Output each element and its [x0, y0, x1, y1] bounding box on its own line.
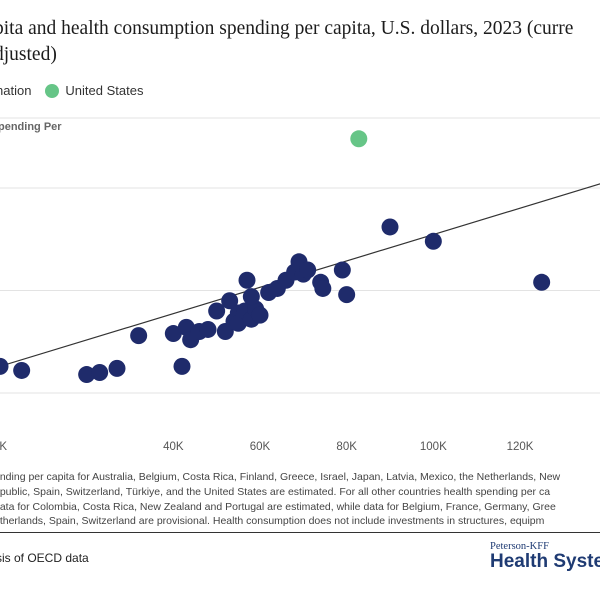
nation-data-point — [333, 261, 351, 279]
nation-data-point — [533, 273, 551, 291]
x-tick-label: 100K — [420, 441, 447, 453]
legend-label-nation: nation — [0, 83, 32, 98]
x-tick-label: 60K — [250, 441, 271, 453]
y-axis-label: pending Per — [0, 121, 62, 133]
nation-data-point — [251, 306, 269, 324]
legend: nation United States — [0, 83, 143, 98]
nation-data-point — [199, 320, 217, 338]
nation-data-point — [242, 288, 260, 306]
chart-title-line-2: djusted) — [0, 44, 57, 65]
nation-data-point — [314, 279, 332, 297]
note-line-4: etherlands, Spain, Switzerland are provi… — [0, 515, 545, 528]
note-line-2: epublic, Spain, Switzerland, Türkiye, an… — [0, 485, 551, 498]
x-tick-label: 120K — [507, 441, 534, 453]
x-tick-label: 0K — [0, 441, 7, 453]
x-tick-label: 40K — [163, 441, 184, 453]
source-text: sis of OECD data — [0, 551, 89, 565]
nation-data-point — [173, 357, 191, 375]
nation-data-point — [0, 357, 9, 375]
note-line-3: data for Colombia, Costa Rica, New Zeala… — [0, 500, 556, 513]
nation-data-point — [91, 364, 109, 381]
nation-data-point — [164, 325, 182, 343]
chart-area: pending Per 0K 40K 60K 80K 100K 120K — [0, 110, 600, 460]
legend-label-united-states: United States — [65, 83, 144, 98]
note-line-1: ending per capita for Australia, Belgium… — [0, 471, 561, 483]
nation-data-point — [108, 359, 126, 377]
nation-data-point — [238, 271, 256, 289]
nation-data-point — [130, 327, 148, 345]
footer-divider — [0, 532, 600, 533]
nation-data-point — [221, 292, 239, 310]
legend-swatch-united-states — [45, 83, 60, 98]
us-data-point — [350, 130, 368, 148]
x-tick-label: 80K — [336, 441, 357, 453]
nation-data-point — [424, 232, 442, 250]
nation-data-point — [381, 218, 399, 236]
chart-title-line-1: pita and health consumption spending per… — [0, 18, 574, 39]
nation-data-point — [208, 302, 226, 320]
brand-subtitle: Peterson-KFF — [490, 541, 549, 552]
nation-data-point — [338, 286, 356, 304]
legend-item-united-states: United States — [45, 83, 143, 98]
chart-title: pita and health consumption spending per… — [0, 16, 600, 68]
nation-data-point — [13, 361, 31, 379]
scatter-chart: pending Per 0K 40K 60K 80K 100K 120K — [0, 117, 600, 453]
brand-logo-text: Health Syste — [490, 551, 600, 572]
nation-data-point — [78, 366, 96, 384]
legend-item-nation: nation — [0, 83, 31, 98]
nation-data-point — [299, 261, 317, 279]
chart-notes: ending per capita for Australia, Belgium… — [0, 470, 600, 529]
